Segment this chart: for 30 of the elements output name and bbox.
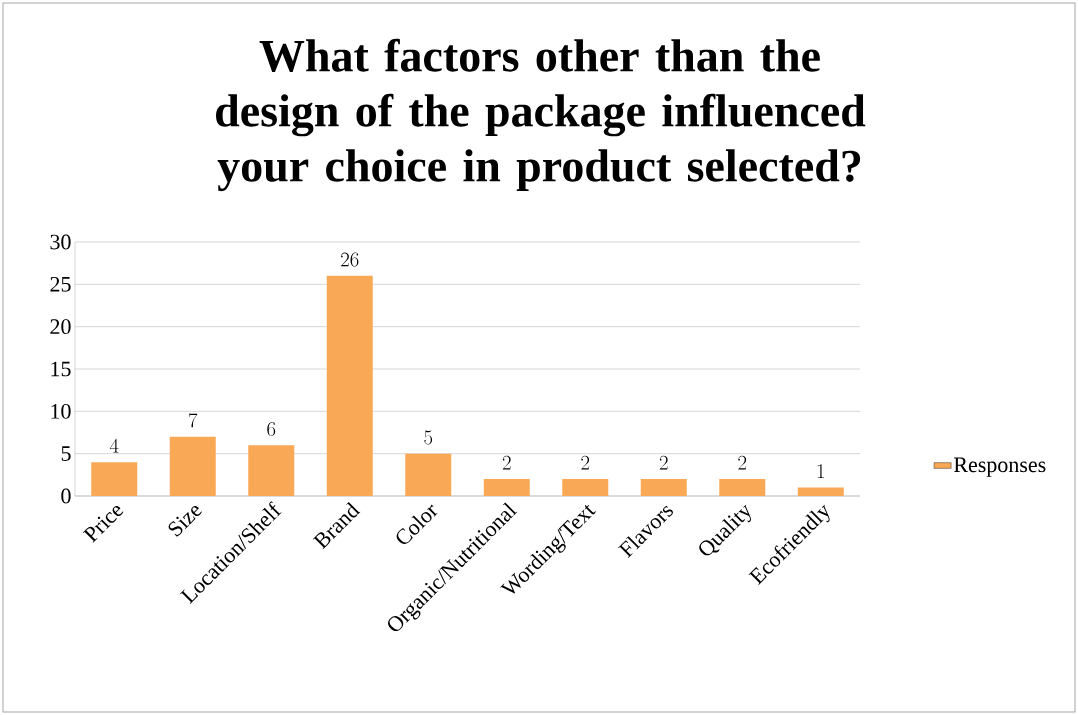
data-label: 5: [424, 430, 433, 445]
bar: [562, 479, 609, 496]
bar: [797, 487, 844, 496]
bar: [326, 275, 373, 496]
data-label: 6: [267, 421, 276, 436]
y-tick-label: 25: [50, 276, 71, 292]
data-label: 2: [581, 455, 590, 470]
y-tick-label: 10: [51, 403, 71, 419]
bar: [169, 436, 216, 496]
data-label: 1: [817, 464, 824, 478]
data-label: 26: [341, 252, 359, 267]
bar: [405, 453, 452, 496]
data-label: 7: [188, 413, 198, 428]
bar: [640, 479, 687, 496]
bar: [719, 479, 766, 496]
y-tick-label: 30: [50, 234, 71, 250]
y-tick-label: 15: [51, 361, 71, 377]
bar: [483, 479, 530, 496]
data-label: 2: [738, 455, 747, 470]
y-tick-label: 5: [61, 446, 71, 461]
x-tick-label: Price: [82, 505, 124, 543]
data-label: 2: [659, 455, 668, 470]
legend-label: Responses: [953, 457, 1046, 477]
y-tick-label: 20: [50, 319, 71, 335]
chart-title: What factors other than the design of the package influenced your choice in product selected?: [216, 38, 866, 192]
data-label: 2: [502, 455, 511, 470]
bar: [91, 462, 138, 496]
y-tick-label: 0: [61, 488, 71, 504]
data-label: 4: [109, 438, 119, 453]
bar: [248, 445, 295, 496]
